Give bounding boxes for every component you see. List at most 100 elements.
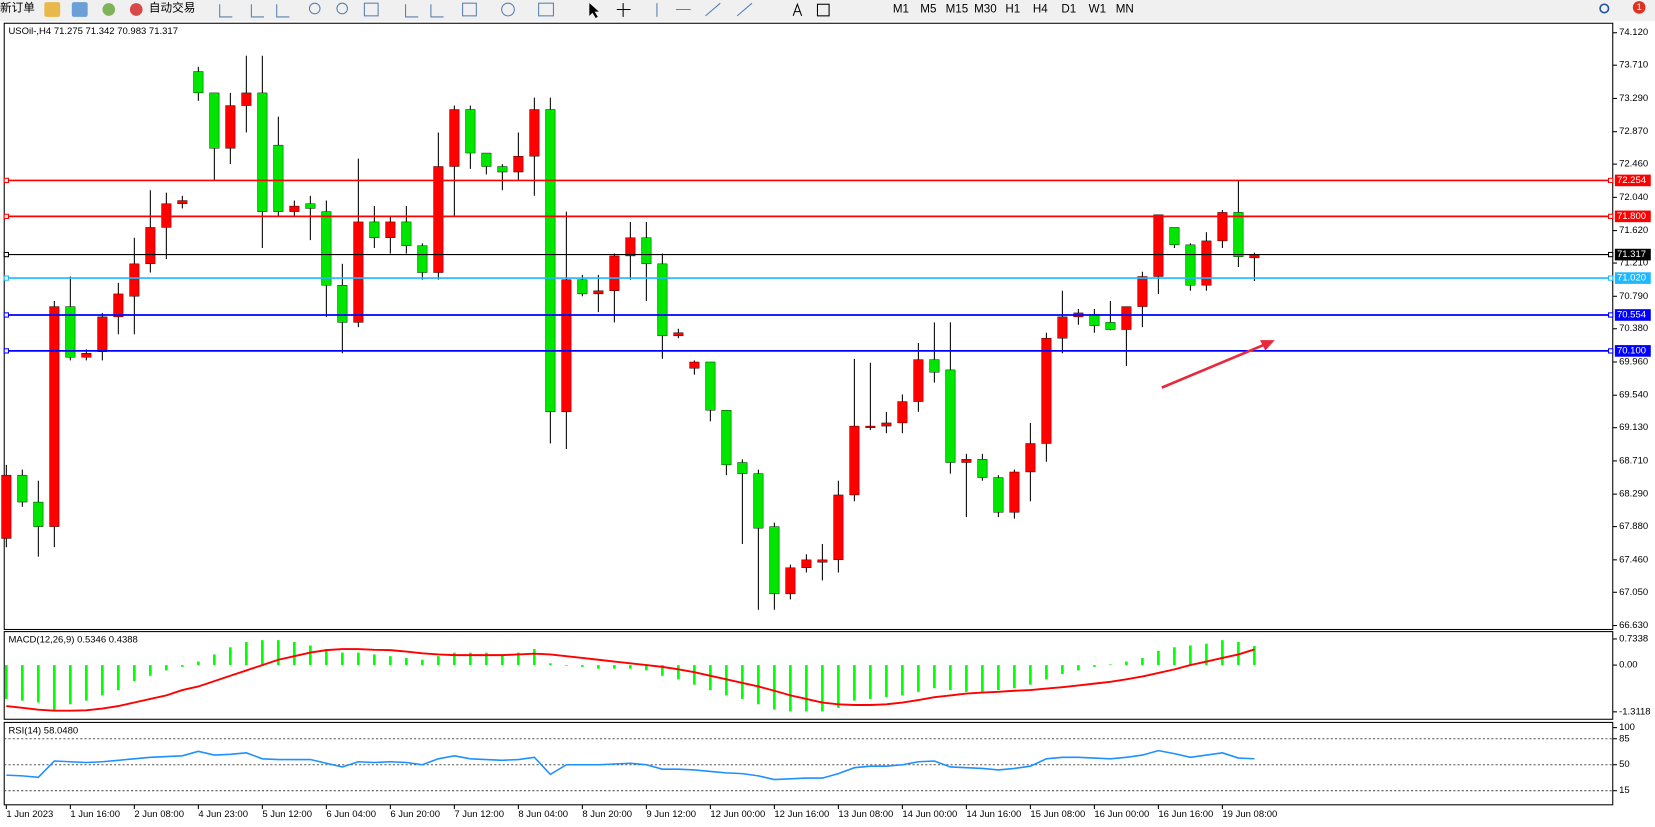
x-tick-label: 6 Jun 04:00: [326, 809, 376, 820]
periods[interactable]: [501, 2, 515, 17]
search-icon[interactable]: [1599, 3, 1610, 14]
candle-body: [657, 263, 668, 337]
y-tick-label: 66.630: [1619, 620, 1648, 631]
candle-body: [913, 359, 924, 402]
timeframe[interactable]: M15: [946, 3, 969, 16]
x-tick-label: 9 Jun 12:00: [646, 809, 696, 820]
y-tick-label: 71.620: [1619, 225, 1648, 236]
y-tick-label: 67.050: [1619, 587, 1648, 598]
candle-body: [753, 473, 764, 529]
x-tick-label: 14 Jun 16:00: [966, 809, 1021, 820]
timeframe[interactable]: M5: [920, 3, 936, 16]
tile[interactable]: [363, 2, 379, 17]
candle-body: [561, 279, 572, 413]
level-label-bg: [1614, 309, 1651, 321]
timeframe[interactable]: H1: [1005, 3, 1020, 16]
icon[interactable]: [102, 3, 116, 16]
auto-trading-button[interactable]: 自动交易: [149, 1, 195, 15]
y-tick-label: 70.790: [1619, 291, 1648, 302]
timeframe[interactable]: M30: [974, 3, 997, 16]
level-label: 71.800: [1617, 211, 1646, 222]
x-tick-label: 5 Jun 12:00: [262, 809, 312, 820]
x-tick-label: 16 Jun 00:00: [1094, 809, 1149, 820]
candle-body: [881, 422, 892, 427]
candle-body: [625, 237, 636, 257]
candle-body: [1089, 314, 1100, 326]
y-tick-label: 15: [1619, 785, 1630, 796]
level-label-bg: [1614, 210, 1651, 223]
notification-count: 1: [1637, 2, 1642, 13]
y-tick-label: 50: [1619, 759, 1630, 770]
zoom-out[interactable]: [336, 2, 349, 15]
level-handle: [1608, 348, 1614, 354]
icon[interactable]: [44, 2, 61, 17]
candle-body: [65, 306, 76, 358]
y-tick-label: -1.3118: [1619, 706, 1651, 717]
y-tick-label: 68.710: [1619, 455, 1648, 466]
zoom-in[interactable]: [308, 2, 321, 15]
y-tick-label: 69.540: [1619, 390, 1648, 401]
icon[interactable]: [71, 2, 88, 17]
level-handle: [3, 312, 9, 318]
y-tick-label: 72.870: [1619, 126, 1648, 137]
level-label-bg: [1614, 272, 1651, 284]
candle-body: [1153, 214, 1164, 277]
candle-body: [513, 155, 524, 173]
candle-body: [641, 237, 652, 265]
candle-body: [385, 221, 396, 238]
candle-body: [337, 285, 348, 323]
timeframe[interactable]: M1: [893, 3, 909, 16]
candle-body: [609, 255, 620, 291]
x-tick-label: 14 Jun 00:00: [902, 809, 957, 820]
x-tick-label: 12 Jun 16:00: [774, 809, 829, 820]
x-tick-label: 1 Jun 2023: [6, 809, 53, 820]
new-order-button[interactable]: 新订单: [0, 1, 35, 15]
notification-badge[interactable]: [1632, 1, 1646, 14]
x-tick-label: 6 Jun 20:00: [390, 809, 440, 820]
templates[interactable]: [538, 2, 554, 17]
candle-body: [929, 359, 940, 373]
candle-body: [849, 425, 860, 496]
x-tick-label: 1 Jun 16:00: [70, 809, 120, 820]
candle-body: [273, 144, 284, 212]
y-tick-label: 67.460: [1619, 554, 1648, 565]
cursor-tool[interactable]: [589, 3, 599, 18]
candle-body: [705, 361, 716, 411]
timeframe[interactable]: MN: [1116, 3, 1134, 16]
candle-body: [1169, 227, 1180, 246]
candle-body: [1057, 316, 1068, 339]
chart-icons[interactable]: [219, 4, 444, 18]
y-tick-label: 0.7338: [1619, 633, 1648, 644]
candle-body: [1009, 471, 1020, 513]
pane-frame: [3, 631, 1614, 720]
candle-body: [289, 205, 300, 212]
label-tool[interactable]: [816, 3, 830, 17]
candle-body: [977, 459, 988, 478]
candle-body: [305, 203, 316, 209]
timeframe[interactable]: D1: [1061, 3, 1076, 16]
timeframe[interactable]: W1: [1089, 3, 1106, 16]
candle-body: [593, 290, 604, 295]
pane-frame: [3, 721, 1614, 806]
level-handle: [3, 213, 9, 219]
level-handle: [3, 177, 9, 184]
y-tick-label: 71.210: [1619, 258, 1648, 269]
level-handle: [3, 348, 9, 354]
draw-tools[interactable]: [656, 2, 753, 17]
candle-body: [1217, 212, 1228, 242]
candle-body: [945, 369, 956, 463]
level-label: 71.317: [1617, 249, 1646, 260]
text-tool[interactable]: [792, 2, 803, 17]
candle-body: [1137, 276, 1148, 307]
crosshair-tool[interactable]: [616, 3, 631, 17]
y-tick-label: 85: [1619, 733, 1630, 744]
timeframe[interactable]: H4: [1033, 3, 1048, 16]
icon[interactable]: [129, 3, 143, 16]
x-tick-label: 8 Jun 20:00: [582, 809, 632, 820]
candle-body: [417, 245, 428, 273]
indicators[interactable]: [462, 2, 477, 17]
candle-body: [145, 227, 156, 265]
candle-body: [177, 200, 188, 204]
candle-body: [465, 109, 476, 154]
